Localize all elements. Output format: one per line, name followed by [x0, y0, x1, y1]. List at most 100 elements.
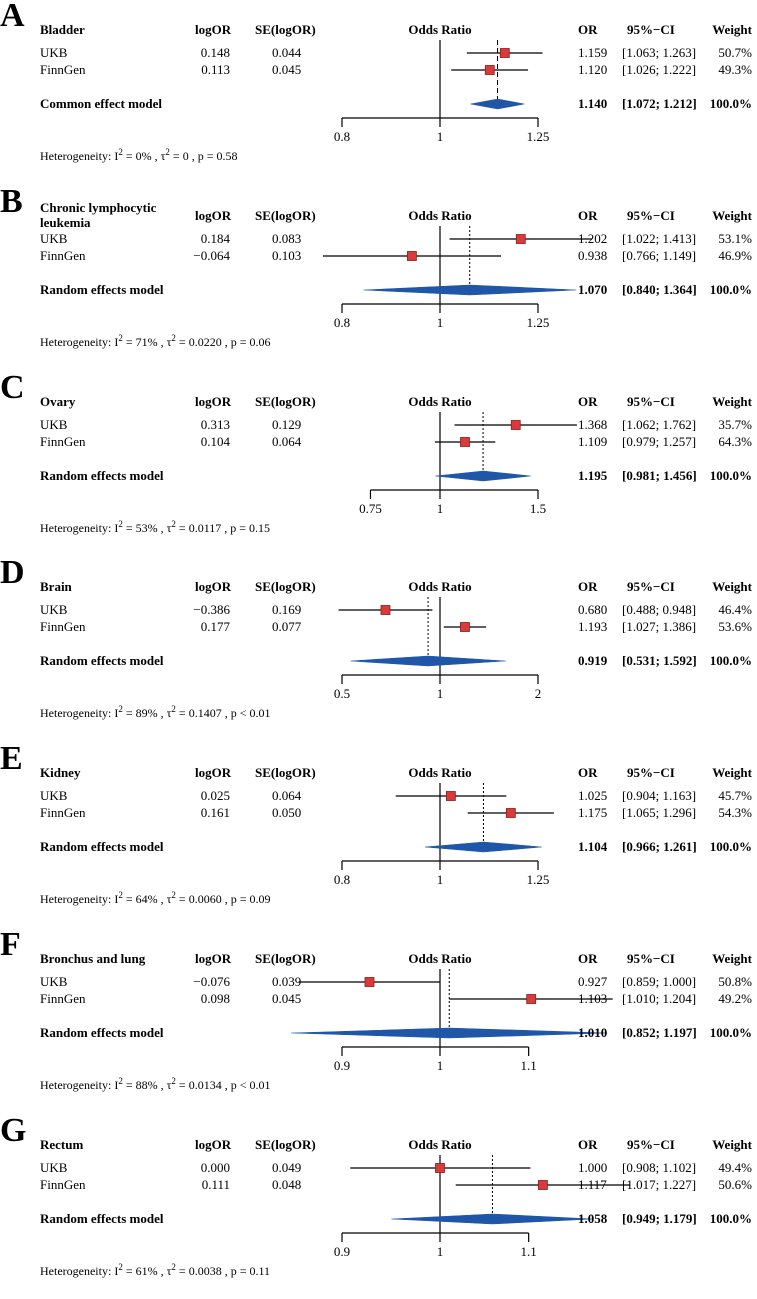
study-se: 0.064	[272, 434, 302, 449]
model-label: Random effects model	[40, 839, 164, 854]
study-ci: [1.022; 1.413]	[622, 231, 697, 246]
study-or: 1.103	[578, 991, 608, 1006]
study-weight: 64.3%	[718, 434, 752, 449]
study-ci: [0.859; 1.000]	[622, 974, 697, 989]
header-odds-ratio: Odds Ratio	[408, 951, 472, 966]
x-tick-label: 1.5	[529, 501, 547, 516]
tau2-value: 0.0134	[188, 1078, 222, 1092]
header-ci: 95%−CI	[627, 1137, 675, 1152]
header-odds-ratio: Odds Ratio	[408, 208, 472, 223]
study-se: 0.045	[272, 62, 302, 77]
i2-value: 53%	[135, 521, 158, 535]
x-tick-label: 1	[436, 1244, 444, 1259]
study-label: FinnGen	[40, 805, 86, 820]
study-weight: 50.8%	[718, 974, 752, 989]
header-ci: 95%−CI	[627, 951, 675, 966]
study-weight: 54.3%	[718, 805, 752, 820]
study-weight: 50.7%	[718, 45, 752, 60]
model-ci: [1.072; 1.212]	[622, 96, 697, 111]
study-ci: [1.065; 1.296]	[622, 805, 697, 820]
panel-c: C Ovary logOR SE(logOR) Odds Ratio OR 95%−CI We…	[0, 369, 757, 556]
model-diamond	[424, 841, 542, 853]
model-ci: [0.531; 1.592]	[622, 653, 697, 668]
study-or: 0.927	[578, 974, 608, 989]
header-logor: logOR	[195, 208, 232, 223]
model-weight: 100.0%	[709, 1211, 752, 1226]
x-tick-label: 0.8	[333, 872, 351, 887]
p-value: p = 0.09	[230, 892, 271, 906]
point-estimate	[380, 605, 391, 615]
header-logor: logOR	[195, 394, 232, 409]
study-logor: −0.386	[193, 602, 230, 617]
model-ci: [0.852; 1.197]	[622, 1025, 697, 1040]
heterogeneity-label: Heterogeneity:	[40, 521, 115, 535]
study-label: FinnGen	[40, 434, 86, 449]
forest-plot	[341, 1155, 631, 1242]
study-label: UKB	[40, 788, 68, 803]
header-or: OR	[578, 1137, 598, 1152]
panel-title: Bronchus and lung	[40, 951, 146, 966]
header-odds-ratio: Odds Ratio	[408, 394, 472, 409]
study-or: 0.938	[578, 248, 608, 263]
x-tick-label: 1	[436, 872, 444, 887]
panel-letter: F	[0, 926, 21, 963]
study-or: 1.368	[578, 417, 608, 432]
model-diamond	[391, 1213, 594, 1225]
header-se: SE(logOR)	[255, 208, 316, 223]
model-ci: [0.949; 1.179]	[622, 1211, 697, 1226]
study-se: 0.049	[272, 1160, 302, 1175]
study-or: 1.109	[578, 434, 608, 449]
header-ci: 95%−CI	[627, 208, 675, 223]
x-tick-label: 1	[436, 686, 444, 701]
model-weight: 100.0%	[709, 282, 752, 297]
study-weight: 49.2%	[718, 991, 752, 1006]
x-tick-label: 0.8	[333, 129, 351, 144]
model-ci: [0.840; 1.364]	[622, 282, 697, 297]
header-weight: Weight	[712, 951, 752, 966]
panel-title: Brain	[40, 579, 72, 594]
study-logor: 0.177	[200, 619, 230, 634]
heterogeneity-label: Heterogeneity:	[40, 1264, 115, 1278]
panel-a: A Bladder logOR SE(logOR) Odds Ratio OR 95%−CI…	[0, 0, 757, 184]
study-label: FinnGen	[40, 619, 86, 634]
model-diamond	[291, 1027, 608, 1039]
panel-letter: D	[0, 554, 25, 591]
tau2-value: 0.0038	[188, 1264, 222, 1278]
study-label: UKB	[40, 45, 68, 60]
point-estimate	[435, 1163, 445, 1173]
point-estimate	[510, 420, 521, 430]
model-or: 1.140	[578, 96, 608, 111]
x-tick-label: 0.5	[333, 686, 351, 701]
study-label: FinnGen	[40, 991, 86, 1006]
study-label: UKB	[40, 1160, 68, 1175]
x-tick-label: 0.75	[359, 501, 382, 516]
study-se: 0.039	[272, 974, 302, 989]
p-value: p < 0.01	[230, 1078, 271, 1092]
model-or: 0.919	[578, 653, 608, 668]
model-weight: 100.0%	[709, 839, 752, 854]
x-tick-label: 1.1	[520, 1244, 537, 1259]
header-odds-ratio: Odds Ratio	[408, 579, 472, 594]
point-estimate	[484, 65, 495, 75]
study-logor: 0.313	[200, 417, 230, 432]
tau2-value: 0.1407	[188, 706, 222, 720]
panel-title: Rectum	[40, 1137, 84, 1152]
x-tick-label: 1.25	[526, 872, 550, 887]
forest-plot	[291, 969, 613, 1056]
point-estimate	[406, 251, 417, 261]
point-estimate	[526, 994, 537, 1004]
panel-g: G Rectum logOR SE(logOR) Odds Ratio OR 95%−CI W…	[0, 1112, 757, 1299]
p-value: p = 0.58	[197, 149, 238, 163]
header-odds-ratio: Odds Ratio	[408, 765, 472, 780]
model-label: Random effects model	[40, 653, 164, 668]
forest-plot	[341, 40, 543, 127]
x-tick-label: 0.9	[333, 1244, 351, 1259]
heterogeneity-label: Heterogeneity:	[40, 335, 115, 349]
study-se: 0.169	[272, 602, 302, 617]
model-diamond	[470, 98, 525, 110]
x-tick-label: 0.8	[333, 315, 351, 330]
header-ci: 95%−CI	[627, 579, 675, 594]
header-weight: Weight	[712, 208, 752, 223]
study-ci: [1.017; 1.227]	[622, 1177, 697, 1192]
